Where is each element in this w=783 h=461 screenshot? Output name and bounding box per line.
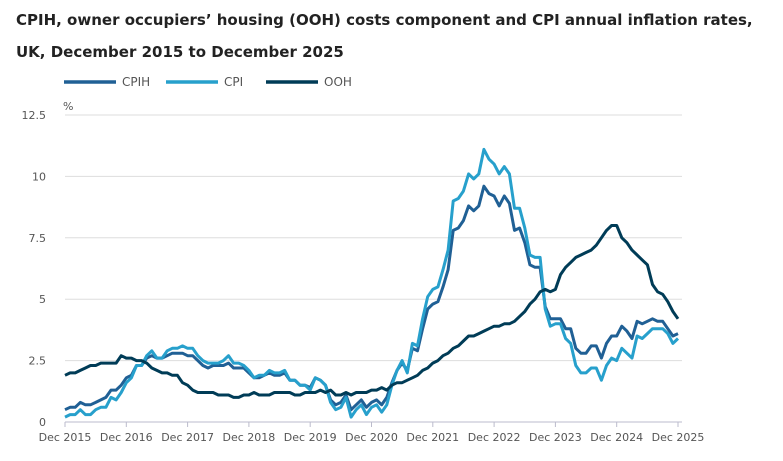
x-tick-label: Dec 2017 <box>161 431 214 444</box>
x-tick-label: Dec 2021 <box>406 431 459 444</box>
y-tick-label: 7.5 <box>29 232 47 245</box>
y-tick-label: 10 <box>32 170 46 183</box>
series-line-ooh <box>64 224 680 399</box>
chart-title: CPIH, owner occupiers’ housing (OOH) cos… <box>16 11 753 61</box>
x-tick-label: Dec 2016 <box>100 431 153 444</box>
y-tick-label: 5 <box>39 293 46 306</box>
x-tick-label: Dec 2018 <box>223 431 276 444</box>
y-tick-label: 2.5 <box>29 355 47 368</box>
legend-label-ooh: OOH <box>324 75 352 89</box>
y-axis-unit: % <box>63 100 73 113</box>
legend-label-cpi: CPI <box>224 75 243 89</box>
x-tick-label: Dec 2024 <box>590 431 643 444</box>
y-tick-label: 0 <box>39 416 46 429</box>
x-tick-label: Dec 2025 <box>652 431 705 444</box>
x-tick-label: Dec 2023 <box>529 431 582 444</box>
series-line-cpih <box>64 184 679 412</box>
legend-label-cpih: CPIH <box>122 75 150 89</box>
series-line-cpi <box>64 147 680 419</box>
x-tick-label: Dec 2020 <box>345 431 398 444</box>
x-tick-label: Dec 2015 <box>39 431 92 444</box>
x-tick-label: Dec 2019 <box>284 431 337 444</box>
x-tick-label: Dec 2022 <box>468 431 521 444</box>
y-tick-label: 12.5 <box>22 109 47 122</box>
